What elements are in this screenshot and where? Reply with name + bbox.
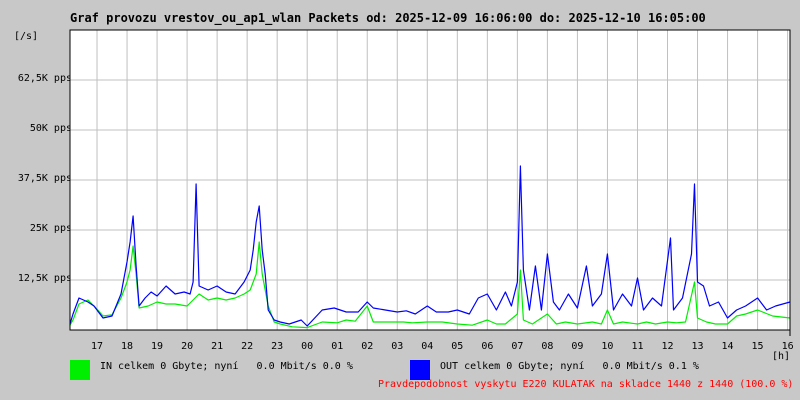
x-tick-label: 12 bbox=[661, 341, 674, 352]
y-tick-label: 37,5K pps bbox=[17, 173, 72, 184]
series-out-line bbox=[69, 165, 791, 327]
x-tick-label: 07 bbox=[511, 341, 524, 352]
x-axis-unit: [h] bbox=[772, 351, 791, 362]
x-tick-label: 08 bbox=[541, 341, 554, 352]
legend-in-swatch bbox=[70, 360, 90, 380]
legend-out-swatch bbox=[410, 360, 430, 380]
y-tick-label: 50K pps bbox=[29, 123, 72, 134]
x-tick-label: 18 bbox=[121, 341, 134, 352]
x-tick-label: 20 bbox=[181, 341, 194, 352]
x-tick-label: 11 bbox=[631, 341, 644, 352]
plot-frame bbox=[69, 29, 791, 331]
legend-out-text: OUT celkem 0 Gbyte; nyní 0.0 Mbit/s 0.1 … bbox=[440, 361, 699, 372]
chart-title: Graf provozu vrestov_ou_ap1_wlan Packets… bbox=[70, 11, 706, 25]
x-tick-label: 05 bbox=[451, 341, 464, 352]
series-in-line bbox=[69, 241, 791, 329]
x-tick-label: 14 bbox=[721, 341, 734, 352]
x-tick-label: 01 bbox=[331, 341, 344, 352]
x-tick-label: 09 bbox=[571, 341, 584, 352]
footnote: Pravdepodobnost vyskytu E220 KULATAK na … bbox=[378, 379, 794, 390]
x-tick-label: 10 bbox=[601, 341, 614, 352]
y-tick-label: 25K pps bbox=[29, 223, 72, 234]
x-tick-label: 19 bbox=[151, 341, 164, 352]
x-tick-label: 16 bbox=[781, 341, 794, 352]
legend-in-text: IN celkem 0 Gbyte; nyní 0.0 Mbit/s 0.0 % bbox=[100, 361, 353, 372]
x-tick-label: 13 bbox=[691, 341, 704, 352]
y-tick-label: 12,5K pps bbox=[17, 273, 72, 284]
y-axis-unit: [/s] bbox=[14, 31, 39, 42]
x-tick-label: 02 bbox=[361, 341, 374, 352]
x-tick-label: 00 bbox=[301, 341, 314, 352]
x-tick-label: 03 bbox=[391, 341, 404, 352]
x-tick-label: 06 bbox=[481, 341, 494, 352]
y-tick-label: 62,5K pps bbox=[17, 73, 72, 84]
x-tick-label: 21 bbox=[211, 341, 224, 352]
x-tick-label: 15 bbox=[751, 341, 764, 352]
x-tick-label: 04 bbox=[421, 341, 434, 352]
x-tick-label: 23 bbox=[271, 341, 284, 352]
x-tick-label: 22 bbox=[241, 341, 254, 352]
x-tick-label: 17 bbox=[90, 341, 104, 352]
